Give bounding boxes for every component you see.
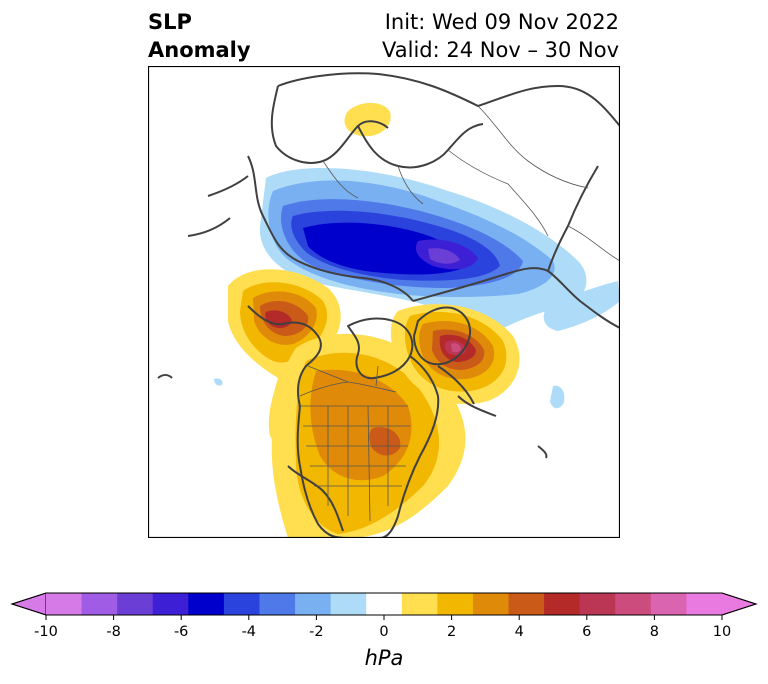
colorbar-bin: [579, 593, 616, 615]
colorbar-bins: [10, 592, 758, 620]
colorbar: [10, 592, 758, 620]
colorbar-bin: [46, 593, 83, 615]
colorbar-bin: [437, 593, 474, 615]
colorbar-tick-label: -4: [241, 624, 257, 640]
colorbar-tick-label: 4: [514, 624, 524, 640]
colorbar-bin: [188, 593, 225, 615]
title-type: Anomaly: [148, 38, 251, 62]
colorbar-bin: [650, 593, 687, 615]
title-left: SLP Anomaly: [148, 8, 251, 64]
colorbar-tick-label: 2: [446, 624, 457, 640]
colorbar-bin: [81, 593, 118, 615]
title-variable: SLP: [148, 10, 192, 34]
colorbar-tick-label: 6: [582, 624, 592, 640]
colorbar-unit-label: hPa: [364, 646, 404, 670]
init-date: Init: Wed 09 Nov 2022: [384, 10, 619, 34]
colorbar-bin: [295, 593, 332, 615]
colorbar-bin: [366, 593, 403, 615]
colorbar-tick-label: 10: [712, 624, 732, 640]
negative-anomaly-siberia: [148, 168, 620, 409]
colorbar-bin: [508, 593, 545, 615]
colorbar-bin: [259, 593, 296, 615]
colorbar-tick-label: -2: [309, 624, 324, 640]
colorbar-bin: [544, 593, 581, 615]
colorbar-bin: [330, 593, 367, 615]
colorbar-tick-label: -10: [34, 624, 58, 640]
colorbar-tick-label: 8: [649, 624, 660, 640]
colorbar-tick-label: -8: [106, 624, 121, 640]
colorbar-bin: [152, 593, 189, 615]
colorbar-tick-label: -6: [173, 624, 189, 640]
valid-range: Valid: 24 Nov – 30 Nov: [382, 38, 619, 62]
colorbar-extend-high: [721, 592, 758, 616]
coastlines: [157, 72, 620, 538]
political-borders: [298, 105, 620, 522]
colorbar-bin: [117, 593, 154, 615]
anomaly-map: [148, 66, 620, 538]
colorbar-tick-label: 0: [379, 624, 389, 640]
colorbar-bin: [401, 593, 438, 615]
colorbar-extend-low: [10, 592, 47, 616]
colorbar-bin: [686, 593, 723, 615]
title-right: Init: Wed 09 Nov 2022 Valid: 24 Nov – 30…: [382, 8, 619, 64]
colorbar-bin: [615, 593, 652, 615]
colorbar-bin: [472, 593, 510, 615]
colorbar-bin: [223, 593, 260, 615]
